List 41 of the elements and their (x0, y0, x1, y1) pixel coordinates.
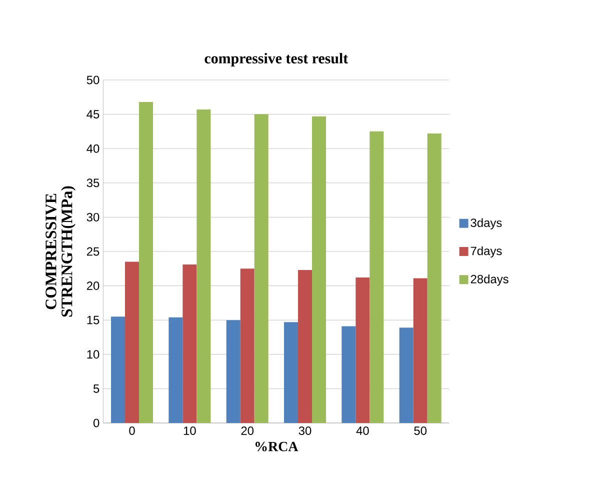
y-tick-label: 50 (86, 76, 100, 84)
x-tick-label: 30 (298, 426, 312, 435)
bar (284, 322, 298, 423)
y-axis-title: COMPRESSIVE STRENGTH(MPa) (46, 186, 76, 317)
legend-label: 7days (470, 246, 502, 258)
bar (413, 278, 428, 423)
x-tick-label: 20 (241, 426, 254, 435)
y-tick-label: 15 (87, 316, 100, 324)
legend-label: 3days (470, 218, 502, 230)
bar (196, 109, 211, 423)
bar (125, 262, 140, 423)
x-tick-label: 40 (356, 426, 369, 435)
bar (342, 326, 356, 423)
bar (399, 328, 414, 423)
bar (312, 116, 326, 423)
y-tick-label: 25 (86, 247, 100, 256)
y-tick-label: 35 (86, 178, 100, 188)
bar (168, 317, 183, 423)
legend-label: 28days (470, 274, 508, 286)
bar (254, 114, 268, 423)
bar (111, 316, 126, 423)
x-tick-label: 10 (184, 426, 196, 435)
bar (356, 278, 370, 423)
y-tick-label: 5 (93, 384, 100, 393)
chart-title: compressive test result (204, 52, 348, 66)
y-tick-label: 10 (87, 350, 100, 359)
y-tick-label: 0 (93, 418, 100, 428)
bar (298, 270, 312, 423)
x-tick-label: 50 (414, 426, 427, 435)
y-tick-label: 40 (86, 144, 100, 153)
x-axis-title: %RCA (256, 442, 298, 452)
bar (226, 320, 240, 423)
x-tick-label: 0 (129, 426, 135, 435)
bar (240, 268, 254, 423)
y-tick-label: 20 (86, 282, 100, 290)
bar (427, 133, 442, 423)
bar (139, 102, 154, 423)
bar (182, 264, 197, 423)
y-tick-label: 45 (86, 110, 100, 118)
y-tick-label: 30 (86, 212, 100, 222)
bar (370, 131, 384, 423)
